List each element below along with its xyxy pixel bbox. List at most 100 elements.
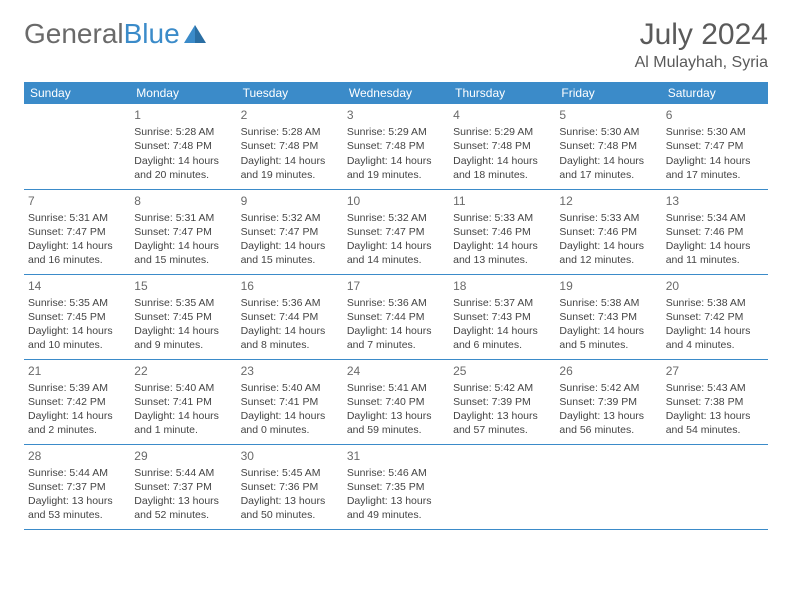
sunset-line: Sunset: 7:47 PM	[241, 225, 339, 239]
sunset-line: Sunset: 7:37 PM	[28, 480, 126, 494]
sunset-line: Sunset: 7:42 PM	[666, 310, 764, 324]
calendar-day-cell: 3Sunrise: 5:29 AMSunset: 7:48 PMDaylight…	[343, 104, 449, 189]
day-number: 8	[134, 193, 232, 209]
daylight-line: Daylight: 14 hours and 17 minutes.	[666, 154, 764, 182]
day-number: 27	[666, 363, 764, 379]
sunrise-line: Sunrise: 5:33 AM	[453, 211, 551, 225]
day-number: 22	[134, 363, 232, 379]
sunrise-line: Sunrise: 5:38 AM	[666, 296, 764, 310]
calendar-table: SundayMondayTuesdayWednesdayThursdayFrid…	[24, 82, 768, 530]
day-number: 3	[347, 107, 445, 123]
day-number: 13	[666, 193, 764, 209]
calendar-day-cell: 12Sunrise: 5:33 AMSunset: 7:46 PMDayligh…	[555, 189, 661, 274]
sunrise-line: Sunrise: 5:39 AM	[28, 381, 126, 395]
month-title: July 2024	[635, 18, 768, 52]
day-number: 29	[134, 448, 232, 464]
daylight-line: Daylight: 14 hours and 5 minutes.	[559, 324, 657, 352]
sunset-line: Sunset: 7:40 PM	[347, 395, 445, 409]
daylight-line: Daylight: 13 hours and 52 minutes.	[134, 494, 232, 522]
day-header: Monday	[130, 82, 236, 104]
day-header: Tuesday	[237, 82, 343, 104]
logo-blue-text: Blue	[124, 18, 180, 50]
sunset-line: Sunset: 7:39 PM	[559, 395, 657, 409]
logo-triangle-icon	[184, 25, 206, 43]
sunset-line: Sunset: 7:48 PM	[347, 139, 445, 153]
sunrise-line: Sunrise: 5:45 AM	[241, 466, 339, 480]
sunset-line: Sunset: 7:45 PM	[28, 310, 126, 324]
sunset-line: Sunset: 7:47 PM	[666, 139, 764, 153]
calendar-day-cell: 24Sunrise: 5:41 AMSunset: 7:40 PMDayligh…	[343, 359, 449, 444]
daylight-line: Daylight: 14 hours and 8 minutes.	[241, 324, 339, 352]
sunset-line: Sunset: 7:41 PM	[134, 395, 232, 409]
day-number: 14	[28, 278, 126, 294]
sunset-line: Sunset: 7:48 PM	[134, 139, 232, 153]
daylight-line: Daylight: 14 hours and 2 minutes.	[28, 409, 126, 437]
day-number: 17	[347, 278, 445, 294]
sunrise-line: Sunrise: 5:29 AM	[453, 125, 551, 139]
day-number: 28	[28, 448, 126, 464]
sunset-line: Sunset: 7:46 PM	[559, 225, 657, 239]
day-number: 15	[134, 278, 232, 294]
title-block: July 2024 Al Mulayhah, Syria	[635, 18, 768, 72]
sunset-line: Sunset: 7:46 PM	[453, 225, 551, 239]
sunrise-line: Sunrise: 5:36 AM	[347, 296, 445, 310]
daylight-line: Daylight: 14 hours and 1 minute.	[134, 409, 232, 437]
day-header: Sunday	[24, 82, 130, 104]
sunrise-line: Sunrise: 5:28 AM	[134, 125, 232, 139]
calendar-day-cell: 22 Sunrise: 5:40 AMSunset: 7:41 PMDayligh…	[130, 359, 236, 444]
daylight-line: Daylight: 14 hours and 6 minutes.	[453, 324, 551, 352]
calendar-header-row: SundayMondayTuesdayWednesdayThursdayFrid…	[24, 82, 768, 104]
header: General Blue July 2024 Al Mulayhah, Syri…	[24, 18, 768, 72]
sunrise-line: Sunrise: 5:40 AM	[134, 381, 232, 395]
daylight-line: Daylight: 14 hours and 7 minutes.	[347, 324, 445, 352]
day-number: 30	[241, 448, 339, 464]
daylight-line: Daylight: 14 hours and 15 minutes.	[134, 239, 232, 267]
day-header: Thursday	[449, 82, 555, 104]
sunrise-line: Sunrise: 5:35 AM	[28, 296, 126, 310]
calendar-day-cell: 6 Sunrise: 5:30 AMSunset: 7:47 PMDaylight…	[662, 104, 768, 189]
calendar-day-cell: 31Sunrise: 5:46 AMSunset: 7:35 PMDayligh…	[343, 444, 449, 529]
calendar-day-cell: 5Sunrise: 5:30 AMSunset: 7:48 PMDaylight…	[555, 104, 661, 189]
calendar-empty-cell	[449, 444, 555, 529]
day-header: Wednesday	[343, 82, 449, 104]
sunset-line: Sunset: 7:47 PM	[28, 225, 126, 239]
day-header: Saturday	[662, 82, 768, 104]
sunrise-line: Sunrise: 5:37 AM	[453, 296, 551, 310]
daylight-line: Daylight: 14 hours and 16 minutes.	[28, 239, 126, 267]
sunrise-line: Sunrise: 5:34 AM	[666, 211, 764, 225]
sunrise-line: Sunrise: 5:30 AM	[666, 125, 764, 139]
day-number: 25	[453, 363, 551, 379]
sunset-line: Sunset: 7:44 PM	[241, 310, 339, 324]
daylight-line: Daylight: 14 hours and 9 minutes.	[134, 324, 232, 352]
sunset-line: Sunset: 7:48 PM	[559, 139, 657, 153]
calendar-day-cell: 16Sunrise: 5:36 AMSunset: 7:44 PMDayligh…	[237, 274, 343, 359]
daylight-line: Daylight: 14 hours and 20 minutes.	[134, 154, 232, 182]
sunset-line: Sunset: 7:44 PM	[347, 310, 445, 324]
calendar-day-cell: 10Sunrise: 5:32 AMSunset: 7:47 PMDayligh…	[343, 189, 449, 274]
sunrise-line: Sunrise: 5:30 AM	[559, 125, 657, 139]
calendar-day-cell: 23Sunrise: 5:40 AMSunset: 7:41 PMDayligh…	[237, 359, 343, 444]
sunset-line: Sunset: 7:41 PM	[241, 395, 339, 409]
day-number: 4	[453, 107, 551, 123]
calendar-day-cell: 18Sunrise: 5:37 AMSunset: 7:43 PMDayligh…	[449, 274, 555, 359]
sunset-line: Sunset: 7:47 PM	[347, 225, 445, 239]
logo: General Blue	[24, 18, 206, 50]
daylight-line: Daylight: 13 hours and 54 minutes.	[666, 409, 764, 437]
day-number: 16	[241, 278, 339, 294]
calendar-week-row: 28Sunrise: 5:44 AMSunset: 7:37 PMDayligh…	[24, 444, 768, 529]
sunrise-line: Sunrise: 5:33 AM	[559, 211, 657, 225]
day-number: 20	[666, 278, 764, 294]
sunset-line: Sunset: 7:39 PM	[453, 395, 551, 409]
day-number: 9	[241, 193, 339, 209]
sunrise-line: Sunrise: 5:31 AM	[28, 211, 126, 225]
sunset-line: Sunset: 7:42 PM	[28, 395, 126, 409]
daylight-line: Daylight: 14 hours and 19 minutes.	[241, 154, 339, 182]
calendar-day-cell: 2Sunrise: 5:28 AMSunset: 7:48 PMDaylight…	[237, 104, 343, 189]
day-number: 6	[666, 107, 764, 123]
calendar-day-cell: 7Sunrise: 5:31 AMSunset: 7:47 PMDaylight…	[24, 189, 130, 274]
calendar-day-cell: 21Sunrise: 5:39 AMSunset: 7:42 PMDayligh…	[24, 359, 130, 444]
sunset-line: Sunset: 7:48 PM	[241, 139, 339, 153]
day-number: 5	[559, 107, 657, 123]
calendar-week-row: 21Sunrise: 5:39 AMSunset: 7:42 PMDayligh…	[24, 359, 768, 444]
daylight-line: Daylight: 14 hours and 4 minutes.	[666, 324, 764, 352]
